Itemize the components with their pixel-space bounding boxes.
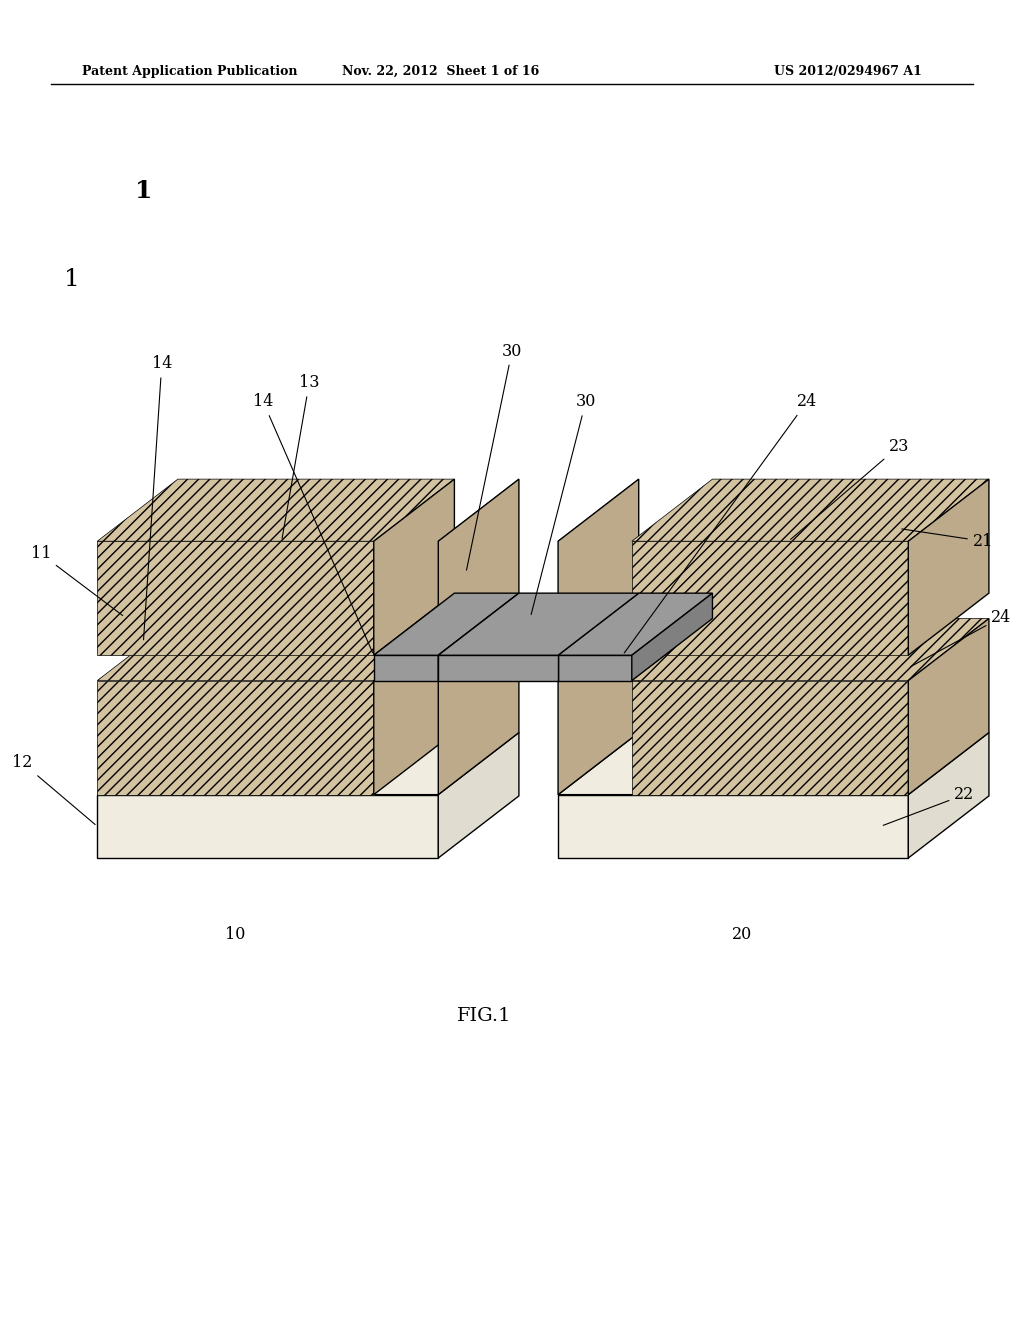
Text: 1: 1 xyxy=(63,268,80,292)
Text: 10: 10 xyxy=(225,925,246,942)
Polygon shape xyxy=(558,655,632,681)
Polygon shape xyxy=(908,619,989,795)
Polygon shape xyxy=(558,795,908,858)
Polygon shape xyxy=(558,733,989,795)
Polygon shape xyxy=(97,619,455,681)
Polygon shape xyxy=(97,541,374,655)
Polygon shape xyxy=(438,655,558,681)
Polygon shape xyxy=(438,479,519,655)
Polygon shape xyxy=(374,655,438,681)
Polygon shape xyxy=(97,479,455,541)
Text: 13: 13 xyxy=(282,375,319,539)
Text: 22: 22 xyxy=(884,787,975,825)
Polygon shape xyxy=(97,733,519,795)
Text: 12: 12 xyxy=(12,755,95,825)
Polygon shape xyxy=(374,593,519,655)
Polygon shape xyxy=(374,479,455,655)
Polygon shape xyxy=(558,593,713,655)
Text: 24: 24 xyxy=(910,609,1012,667)
Polygon shape xyxy=(908,733,989,858)
Text: 21: 21 xyxy=(902,529,993,549)
Polygon shape xyxy=(632,541,908,655)
Text: Patent Application Publication: Patent Application Publication xyxy=(82,65,297,78)
Polygon shape xyxy=(632,681,908,795)
Text: 20: 20 xyxy=(732,925,753,942)
Polygon shape xyxy=(632,593,713,681)
Polygon shape xyxy=(97,681,374,795)
Text: 14: 14 xyxy=(143,355,172,640)
Polygon shape xyxy=(558,619,639,681)
Polygon shape xyxy=(908,479,989,655)
Polygon shape xyxy=(558,479,639,655)
Text: FIG.1: FIG.1 xyxy=(457,1007,512,1026)
Text: Nov. 22, 2012  Sheet 1 of 16: Nov. 22, 2012 Sheet 1 of 16 xyxy=(342,65,539,78)
Polygon shape xyxy=(438,593,519,681)
Text: US 2012/0294967 A1: US 2012/0294967 A1 xyxy=(774,65,922,78)
Text: 23: 23 xyxy=(791,438,909,540)
Polygon shape xyxy=(438,619,519,681)
Polygon shape xyxy=(558,619,639,795)
Text: 30: 30 xyxy=(531,393,596,615)
Polygon shape xyxy=(438,733,519,858)
Polygon shape xyxy=(374,619,455,795)
Polygon shape xyxy=(438,619,519,795)
Polygon shape xyxy=(438,479,519,541)
Polygon shape xyxy=(97,795,438,858)
Text: 14: 14 xyxy=(253,393,373,652)
Text: 30: 30 xyxy=(467,343,522,570)
Text: 1: 1 xyxy=(135,180,152,203)
Text: 11: 11 xyxy=(31,545,123,615)
Polygon shape xyxy=(632,479,989,541)
Polygon shape xyxy=(632,619,989,681)
Polygon shape xyxy=(558,479,639,541)
Text: 24: 24 xyxy=(625,393,817,653)
Polygon shape xyxy=(438,593,639,655)
